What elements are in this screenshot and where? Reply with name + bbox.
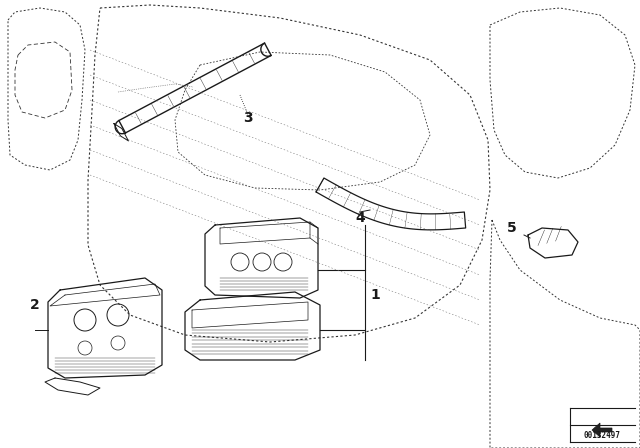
- Text: 4: 4: [355, 211, 365, 225]
- Text: 00132497: 00132497: [584, 431, 621, 440]
- Text: 5: 5: [507, 221, 517, 235]
- Text: 1: 1: [370, 288, 380, 302]
- Polygon shape: [592, 423, 612, 437]
- Text: 3: 3: [243, 111, 253, 125]
- Text: 2: 2: [30, 298, 40, 312]
